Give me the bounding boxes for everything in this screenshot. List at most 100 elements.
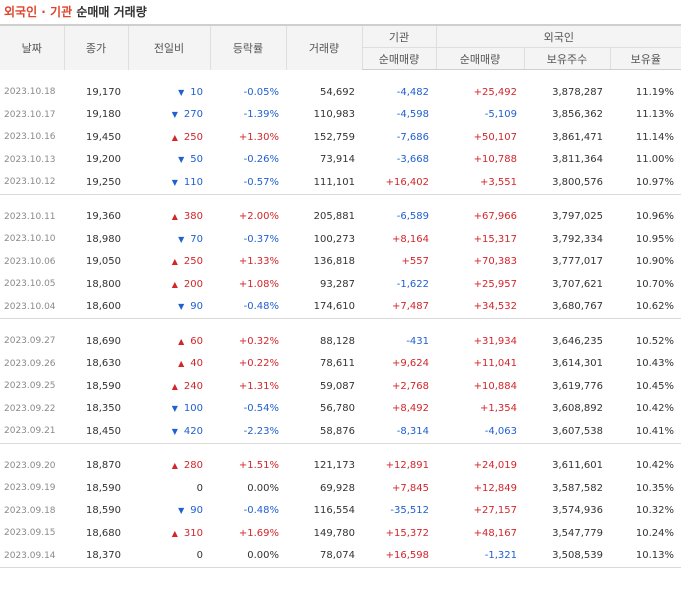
- cell-rate: +0.32%: [238, 335, 279, 347]
- cell-foreign-net: +48,167: [473, 527, 517, 539]
- table-body: 2023.10.18 19,170 ▼ 10 -0.05% 54,692 -4,482 +25…: [0, 70, 681, 568]
- cell-volume: 69,928: [320, 482, 355, 494]
- cell-change: ▲ 310: [128, 522, 210, 545]
- cell-close: 18,980: [86, 233, 121, 245]
- cell-change: ▲ 200: [128, 273, 210, 296]
- cell-inst-net: -35,512: [390, 505, 429, 517]
- cell-volume: 100,273: [313, 233, 355, 245]
- group-separator: [0, 442, 681, 455]
- table-row: 2023.09.22 18,350 ▼ 100 -0.54% 56,780 +8,492 +1…: [0, 398, 681, 421]
- table-row: 2023.09.19 18,590 0 0.00% 69,928 +7,845 +12,84…: [0, 477, 681, 500]
- cell-foreign-ratio: 10.41%: [635, 425, 675, 437]
- header-inst-net: 순매매량: [361, 47, 436, 70]
- cell-foreign-net: +1,354: [479, 403, 517, 415]
- cell-date: 2023.10.11: [4, 211, 56, 222]
- change-value: 420: [183, 425, 203, 437]
- cell-foreign-hold: 3,797,025: [552, 211, 603, 223]
- cell-volume: 205,881: [313, 211, 355, 223]
- cell-date: 2023.09.14: [0, 544, 64, 568]
- cell-date: 2023.09.18: [4, 505, 56, 516]
- cell-volume: 121,173: [313, 460, 355, 472]
- change-value: 100: [183, 403, 203, 415]
- cell-foreign-hold: 3,680,767: [552, 301, 603, 313]
- change-value: 280: [183, 460, 203, 472]
- cell-volume: 93,287: [320, 278, 355, 290]
- cell-rate: +1.08%: [238, 278, 279, 290]
- cell-close: 18,600: [86, 301, 121, 313]
- cell-rate: +1.30%: [238, 131, 279, 143]
- cell-close: 18,690: [86, 335, 121, 347]
- header-date: 날짜: [0, 24, 64, 70]
- cell-inst-net: -6,589: [396, 211, 429, 223]
- cell-rate: +1.33%: [238, 256, 279, 268]
- cell-close: 19,200: [86, 154, 121, 166]
- header-rate: 등락률: [209, 24, 286, 70]
- cell-inst-net: +16,402: [385, 176, 429, 188]
- cell-rate: -2.23%: [243, 425, 279, 437]
- cell-change: ▲ 380: [128, 206, 210, 229]
- cell-volume: 111,101: [313, 176, 355, 188]
- cell-foreign-hold: 3,508,539: [524, 544, 610, 568]
- table-row: 2023.10.17 19,180 ▼ 270 -1.39% 110,983 -4,598 -…: [0, 104, 681, 127]
- cell-change: ▲ 280: [128, 455, 210, 478]
- down-triangle-icon: ▼: [171, 177, 178, 187]
- cell-close: 19,170: [86, 86, 121, 98]
- cell-change: ▲ 250: [128, 126, 210, 149]
- cell-volume: 78,611: [320, 358, 355, 370]
- cell-change: ▼ 110: [128, 171, 210, 194]
- table-row: 2023.09.27 18,690 ▲ 60 +0.32% 88,128 -431 +31,9…: [0, 330, 681, 353]
- cell-foreign-hold: 3,646,235: [552, 335, 603, 347]
- cell-date: 2023.10.10: [4, 234, 56, 245]
- change-value: 110: [183, 176, 203, 188]
- down-triangle-icon: ▼: [171, 110, 178, 120]
- cell-date: 2023.10.06: [4, 256, 56, 267]
- cell-foreign-ratio: 11.19%: [635, 86, 675, 98]
- header-close: 종가: [63, 24, 128, 70]
- up-triangle-icon: ▲: [171, 257, 178, 267]
- cell-inst-net: +7,845: [391, 482, 429, 494]
- cell-foreign-ratio: 10.96%: [635, 211, 675, 223]
- cell-foreign-hold: 3,547,779: [552, 527, 603, 539]
- up-triangle-icon: ▲: [178, 359, 185, 369]
- cell-volume: 59,087: [320, 380, 355, 392]
- title-org: 외국인 · 기관: [4, 5, 73, 19]
- cell-inst-net: +8,164: [391, 233, 429, 245]
- cell-foreign-hold: 3,614,301: [552, 358, 603, 370]
- cell-change: ▲ 40: [128, 353, 210, 376]
- cell-foreign-ratio: 10.42%: [635, 460, 675, 472]
- cell-close: 18,870: [86, 460, 121, 472]
- cell-date: 2023.09.19: [4, 483, 56, 494]
- cell-foreign-hold: 3,861,471: [552, 131, 603, 143]
- cell-date: 2023.10.04: [4, 301, 56, 312]
- cell-close: 19,250: [86, 176, 121, 188]
- header-institution: 기관: [361, 24, 436, 48]
- table-row: 2023.10.06 19,050 ▲ 250 +1.33% 136,818 +557 +70…: [0, 251, 681, 274]
- cell-foreign-ratio: 11.13%: [635, 109, 675, 121]
- down-triangle-icon: ▼: [178, 506, 185, 516]
- table-row: 2023.09.25 18,590 ▲ 240 +1.31% 59,087 +2,768 +1…: [0, 375, 681, 398]
- change-value: 70: [190, 233, 203, 245]
- cell-inst-net: -1,622: [396, 278, 429, 290]
- cell-change: ▲ 240: [128, 375, 210, 398]
- cell-volume: 54,692: [320, 86, 355, 98]
- change-value: 200: [183, 278, 203, 290]
- cell-change: ▼ 10: [128, 81, 210, 104]
- table-row: 2023.10.10 18,980 ▼ 70 -0.37% 100,273 +8,164 +1…: [0, 228, 681, 251]
- change-value: 0: [196, 550, 203, 562]
- cell-rate: -0.26%: [243, 154, 279, 166]
- up-triangle-icon: ▲: [178, 336, 185, 346]
- cell-change: ▼ 70: [128, 228, 210, 251]
- cell-change: 0: [128, 477, 210, 500]
- cell-change: ▼ 100: [128, 398, 210, 421]
- cell-volume: 88,128: [320, 335, 355, 347]
- cell-rate: 0.00%: [247, 482, 279, 494]
- cell-foreign-ratio: 10.52%: [635, 335, 675, 347]
- cell-close: 18,590: [86, 380, 121, 392]
- cell-foreign-net: +67,966: [473, 211, 517, 223]
- cell-foreign-net: +31,934: [473, 335, 517, 347]
- cell-foreign-net: +25,957: [473, 278, 517, 290]
- cell-rate: -0.37%: [243, 233, 279, 245]
- table-row: 2023.09.21 18,450 ▼ 420 -2.23% 58,876 -8,314 -4…: [0, 420, 681, 443]
- cell-rate: +0.22%: [238, 358, 279, 370]
- down-triangle-icon: ▼: [178, 155, 185, 165]
